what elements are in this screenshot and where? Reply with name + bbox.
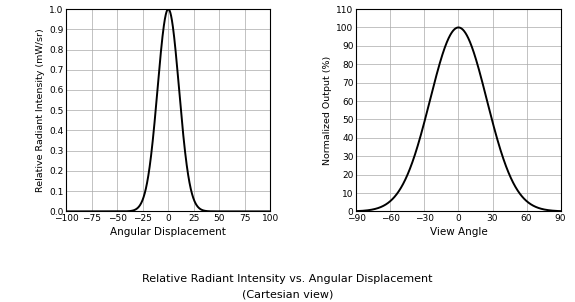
X-axis label: View Angle: View Angle [430, 227, 488, 237]
Y-axis label: Relative Radiant Intensity (mW/sr): Relative Radiant Intensity (mW/sr) [36, 28, 45, 192]
X-axis label: Angular Displacement: Angular Displacement [110, 227, 226, 237]
Text: Relative Radiant Intensity vs. Angular Displacement
(Cartesian view): Relative Radiant Intensity vs. Angular D… [142, 275, 433, 299]
Y-axis label: Normalized Output (%): Normalized Output (%) [323, 56, 332, 165]
